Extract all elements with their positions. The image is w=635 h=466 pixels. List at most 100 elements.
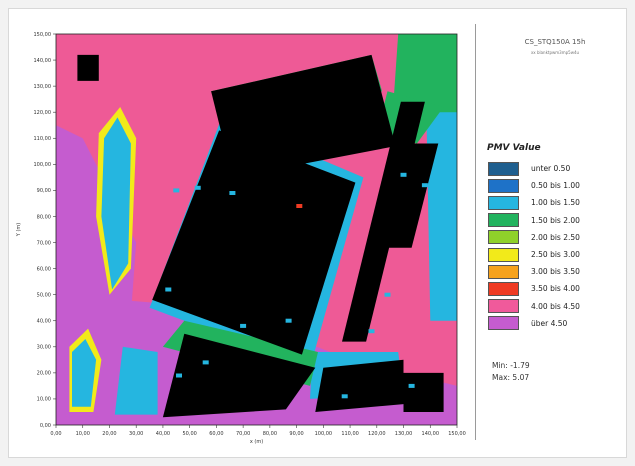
x-tick-label: 90,00 <box>289 431 303 437</box>
y-tick-label: 60,00 <box>37 266 51 272</box>
legend-item: 3.50 bis 4.00 <box>488 280 580 297</box>
legend-label: 1.50 bis 2.00 <box>531 215 580 225</box>
pmv-spot-12 <box>202 360 209 365</box>
legend-swatch <box>488 178 519 193</box>
building-2 <box>152 130 356 355</box>
legend-item: 0.50 bis 1.00 <box>488 177 580 194</box>
x-tick-label: 140,00 <box>422 431 440 437</box>
pmv-spot-8 <box>421 183 428 188</box>
y-tick-label: 140,00 <box>34 58 52 64</box>
legend-label: 2.50 bis 3.00 <box>531 250 580 260</box>
pmv-spot-11 <box>176 373 182 378</box>
y-tick-label: 30,00 <box>37 345 51 351</box>
case-title: CS_STQ150A 15h <box>524 38 586 46</box>
pmv-spot-1 <box>194 185 201 190</box>
y-tick-label: 110,00 <box>34 136 52 142</box>
legend-label: 3.50 bis 4.00 <box>531 284 580 294</box>
x-tick-label: 40,00 <box>156 431 170 437</box>
x-tick-label: 130,00 <box>395 431 413 437</box>
pmv-spot-10 <box>384 292 391 297</box>
legend-item: 3.00 bis 3.50 <box>488 263 580 280</box>
legend-item: 2.50 bis 3.00 <box>488 246 580 263</box>
pmv-spot-4 <box>165 287 172 292</box>
legend-swatch <box>488 316 519 331</box>
legend-item: 2.00 bis 2.50 <box>488 229 580 246</box>
x-tick-label: 60,00 <box>209 431 223 437</box>
x-tick-label: 20,00 <box>102 431 116 437</box>
building-7 <box>403 372 444 412</box>
legend-item: 1.50 bis 2.00 <box>488 212 580 229</box>
legend-item: 1.00 bis 1.50 <box>488 194 580 211</box>
legend-label: über 4.50 <box>531 318 568 328</box>
legend-label: 0.50 bis 1.00 <box>531 181 580 191</box>
y-tick-label: 20,00 <box>37 371 51 377</box>
legend-label: 3.00 bis 3.50 <box>531 267 580 277</box>
min-value: Min: -1.79 <box>492 361 530 370</box>
legend-swatch <box>488 299 519 314</box>
legend-label: 4.00 bis 4.50 <box>531 301 580 311</box>
legend-item: 4.00 bis 4.50 <box>488 298 580 315</box>
buildings <box>77 54 444 418</box>
stats-block: Min: -1.79 Max: 5.07 <box>492 360 530 384</box>
pmv-strip-1 <box>101 117 131 290</box>
x-tick-label: 120,00 <box>368 431 386 437</box>
plot-border <box>55 33 458 426</box>
legend-item: unter 0.50 <box>488 160 580 177</box>
building-4 <box>376 143 439 248</box>
x-tick-label: 80,00 <box>263 431 277 437</box>
x-tick-label: 0,00 <box>50 431 61 437</box>
x-tick-label: 10,00 <box>76 431 90 437</box>
legend-swatch <box>488 230 519 245</box>
y-tick-label: 150,00 <box>34 32 52 38</box>
legend-swatch <box>488 195 519 210</box>
pmv-spot-2 <box>229 191 236 195</box>
x-tick-label: 100,00 <box>315 431 333 437</box>
legend: unter 0.50 0.50 bis 1.00 1.00 bis 1.50 1.50… <box>488 160 580 332</box>
pmv-spot-0 <box>173 188 180 193</box>
building-5 <box>162 333 316 418</box>
legend-swatch <box>488 213 519 228</box>
x-tick-label: 70,00 <box>236 431 250 437</box>
y-tick-label: 0,00 <box>40 423 51 429</box>
legend-item: über 4.50 <box>488 315 580 332</box>
y-tick-label: 50,00 <box>37 292 51 298</box>
pmv-spot-6 <box>285 318 292 323</box>
max-value: Max: 5.07 <box>492 373 530 382</box>
y-tick-label: 10,00 <box>37 397 51 403</box>
building-6 <box>315 359 404 412</box>
x-tick-label: 30,00 <box>129 431 143 437</box>
legend-swatch <box>488 247 519 262</box>
pmv-strip-3 <box>72 339 97 407</box>
pmv-spot-3 <box>296 204 303 208</box>
y-tick-label: 120,00 <box>34 110 52 116</box>
y-tick-label: 90,00 <box>37 188 51 194</box>
y-tick-label: 100,00 <box>34 162 52 168</box>
y-axis-label: Y (m) <box>16 223 22 237</box>
y-axis-ticks: 0,00 10,00 20,00 30,00 40,00 50,00 60,00 70,00 8… <box>34 32 56 429</box>
x-tick-label: 50,00 <box>183 431 197 437</box>
panel-divider <box>475 24 476 440</box>
pmv-zone-8 <box>114 346 158 415</box>
y-tick-label: 70,00 <box>37 240 51 246</box>
legend-label: unter 0.50 <box>531 164 571 174</box>
y-tick-label: 80,00 <box>37 214 51 220</box>
legend-swatch <box>488 264 519 279</box>
pmv-spot-7 <box>400 172 407 177</box>
x-tick-label: 110,00 <box>341 431 359 437</box>
y-tick-label: 40,00 <box>37 319 51 325</box>
legend-swatch <box>488 281 519 296</box>
legend-label: 2.00 bis 2.50 <box>531 232 580 242</box>
pmv-spot-13 <box>341 394 348 399</box>
pmv-spot-14 <box>408 383 415 388</box>
x-axis-ticks: 0,00 10,00 20,00 30,00 40,00 50,00 60,00 70,00 8… <box>50 425 466 437</box>
pmv-zone-5 <box>392 34 457 113</box>
pmv-spot-9 <box>368 329 375 334</box>
x-axis-label: x (m) <box>250 439 263 445</box>
legend-label: 1.00 bis 1.50 <box>531 198 580 208</box>
legend-swatch <box>488 161 519 176</box>
building-0 <box>77 54 99 81</box>
case-subtitle: xx blanktpwm3mp5w4u <box>530 50 580 55</box>
pmv-spot-5 <box>240 323 247 328</box>
x-tick-label: 150,00 <box>448 431 466 437</box>
